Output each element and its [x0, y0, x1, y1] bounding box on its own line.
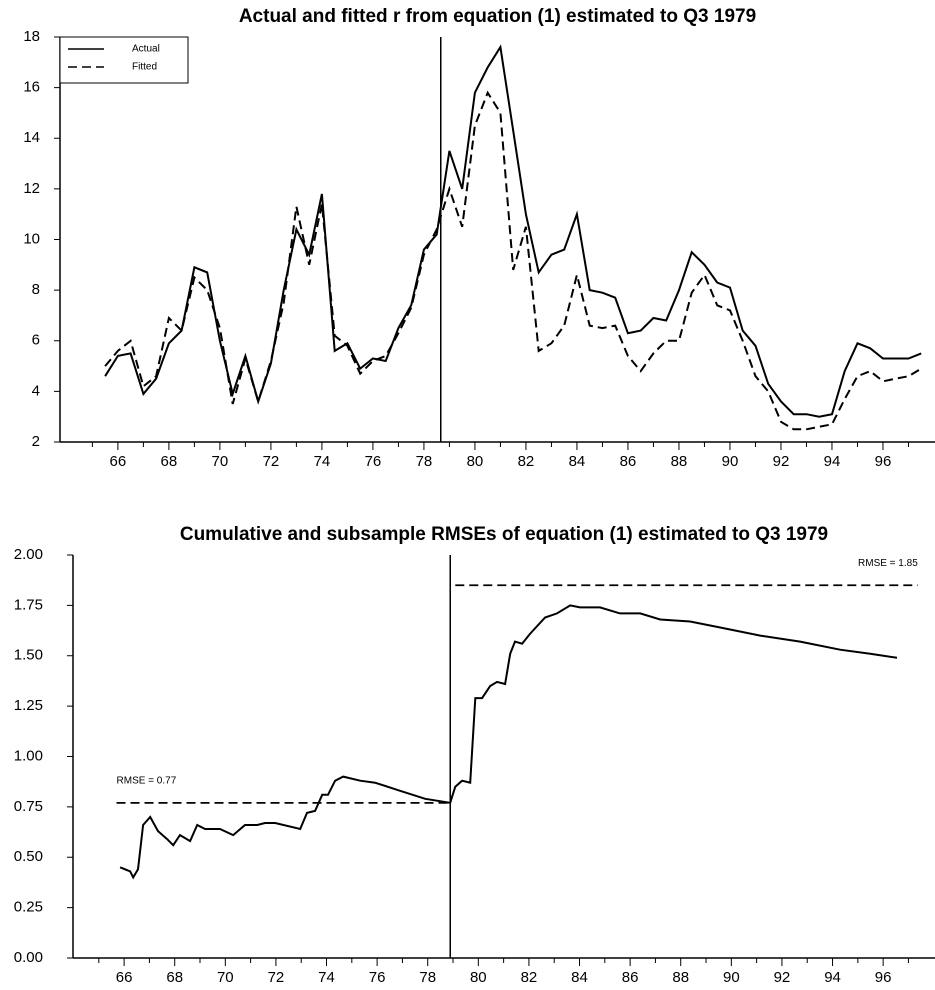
- y-tick-label: 8: [32, 281, 40, 298]
- x-tick-label: 90: [722, 453, 739, 470]
- rmse-label: RMSE = 0.77: [117, 775, 177, 786]
- x-tick-label: 84: [569, 453, 586, 470]
- x-tick-label: 74: [314, 453, 331, 470]
- x-tick-label: 94: [824, 969, 841, 986]
- x-tick-label: 92: [773, 453, 790, 470]
- x-tick-label: 86: [620, 453, 637, 470]
- legend-label: Actual: [132, 44, 160, 55]
- x-tick-label: 94: [824, 453, 841, 470]
- x-tick-label: 72: [268, 969, 285, 986]
- y-tick-label: 2.00: [14, 546, 43, 563]
- y-tick-label: 16: [23, 79, 40, 96]
- x-tick-label: 70: [212, 453, 229, 470]
- x-tick-label: 88: [671, 453, 688, 470]
- x-tick-label: 78: [419, 969, 436, 986]
- y-tick-label: 0.25: [14, 899, 43, 916]
- x-tick-label: 84: [571, 969, 588, 986]
- x-tick-label: 86: [622, 969, 639, 986]
- y-tick-label: 10: [23, 230, 40, 247]
- rmse-label: RMSE = 1.85: [858, 558, 918, 569]
- x-tick-label: 80: [470, 969, 487, 986]
- x-tick-label: 72: [263, 453, 280, 470]
- x-tick-label: 76: [365, 453, 382, 470]
- x-tick-label: 78: [416, 453, 433, 470]
- data-line: [104, 90, 922, 431]
- x-tick-label: 66: [110, 453, 127, 470]
- y-tick-label: 2: [32, 433, 40, 450]
- chart-title: Actual and fitted r from equation (1) es…: [239, 6, 756, 27]
- x-tick-label: 68: [161, 453, 178, 470]
- y-tick-label: 1.25: [14, 697, 43, 714]
- y-tick-label: 14: [23, 129, 40, 146]
- x-tick-label: 70: [217, 969, 234, 986]
- y-tick-label: 18: [23, 28, 40, 45]
- chart-title: Cumulative and subsample RMSEs of equati…: [180, 524, 828, 545]
- legend-box: [59, 36, 189, 84]
- y-tick-label: 1.00: [14, 747, 43, 764]
- y-tick-label: 0.75: [14, 798, 43, 815]
- x-tick-label: 88: [672, 969, 689, 986]
- x-tick-label: 68: [166, 969, 183, 986]
- y-tick-label: 1.75: [14, 596, 43, 613]
- y-tick-label: 6: [32, 332, 40, 349]
- x-tick-label: 80: [467, 453, 484, 470]
- x-tick-label: 76: [369, 969, 386, 986]
- x-tick-label: 74: [318, 969, 335, 986]
- data-line: [119, 604, 898, 880]
- x-tick-label: 82: [518, 453, 535, 470]
- y-tick-label: 0.00: [14, 949, 43, 966]
- x-tick-label: 96: [875, 453, 892, 470]
- data-line: [104, 44, 922, 418]
- x-tick-label: 66: [116, 969, 133, 986]
- x-tick-label: 96: [875, 969, 892, 986]
- legend-label: Fitted: [132, 62, 157, 73]
- x-tick-label: 90: [723, 969, 740, 986]
- x-tick-label: 92: [774, 969, 791, 986]
- y-tick-label: 0.50: [14, 848, 43, 865]
- y-tick-label: 4: [32, 382, 40, 399]
- y-tick-label: 12: [23, 180, 40, 197]
- x-tick-label: 82: [521, 969, 538, 986]
- y-tick-label: 1.50: [14, 647, 43, 664]
